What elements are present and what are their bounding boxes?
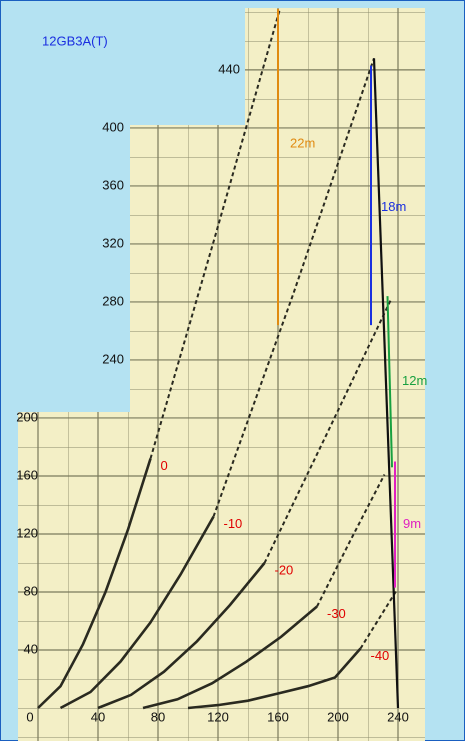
plate-curve [97, 562, 266, 710]
swing-label: 9m [403, 516, 421, 531]
x-tick-label: 120 [207, 709, 229, 724]
curve-label: -40 [371, 648, 390, 663]
x-tick-label: 0 [26, 709, 33, 724]
current-swing [386, 296, 393, 468]
curve-label: -10 [224, 516, 243, 531]
y-tick-label: 440 [218, 61, 240, 76]
plate-curve [59, 515, 215, 710]
y-tick-label: 200 [16, 409, 38, 424]
swing-label: 18m [381, 199, 406, 214]
y-tick-label: 120 [16, 525, 38, 540]
x-tick-label: 80 [151, 709, 165, 724]
chart-title: 12GB3A(T) [42, 33, 108, 48]
x-tick-label: 40 [91, 709, 105, 724]
y-tick-label: 360 [102, 177, 124, 192]
curve-label: 0 [161, 458, 168, 473]
curve-label: -30 [327, 606, 346, 621]
y-tick-label: 240 [102, 351, 124, 366]
curve-extension [359, 589, 398, 650]
curve-extension [149, 10, 281, 459]
curve-label: -20 [275, 562, 294, 577]
plate-curve [142, 605, 318, 710]
curve-extension [316, 474, 386, 607]
y-tick-label: 280 [102, 293, 124, 308]
x-tick-label: 200 [327, 709, 349, 724]
plate-curve [187, 647, 362, 710]
curve-extension [212, 57, 375, 517]
y-tick-label: 320 [102, 235, 124, 250]
y-tick-label: 160 [16, 467, 38, 482]
swing-label: 22m [290, 136, 315, 151]
plate-curve [37, 458, 152, 709]
y-tick-label: 80 [24, 583, 38, 598]
swing-label: 12m [402, 373, 427, 388]
y-tick-label: 40 [24, 641, 38, 656]
y-tick-label: 400 [102, 119, 124, 134]
x-tick-label: 160 [267, 709, 289, 724]
load-line [372, 58, 400, 709]
x-tick-label: 240 [387, 709, 409, 724]
